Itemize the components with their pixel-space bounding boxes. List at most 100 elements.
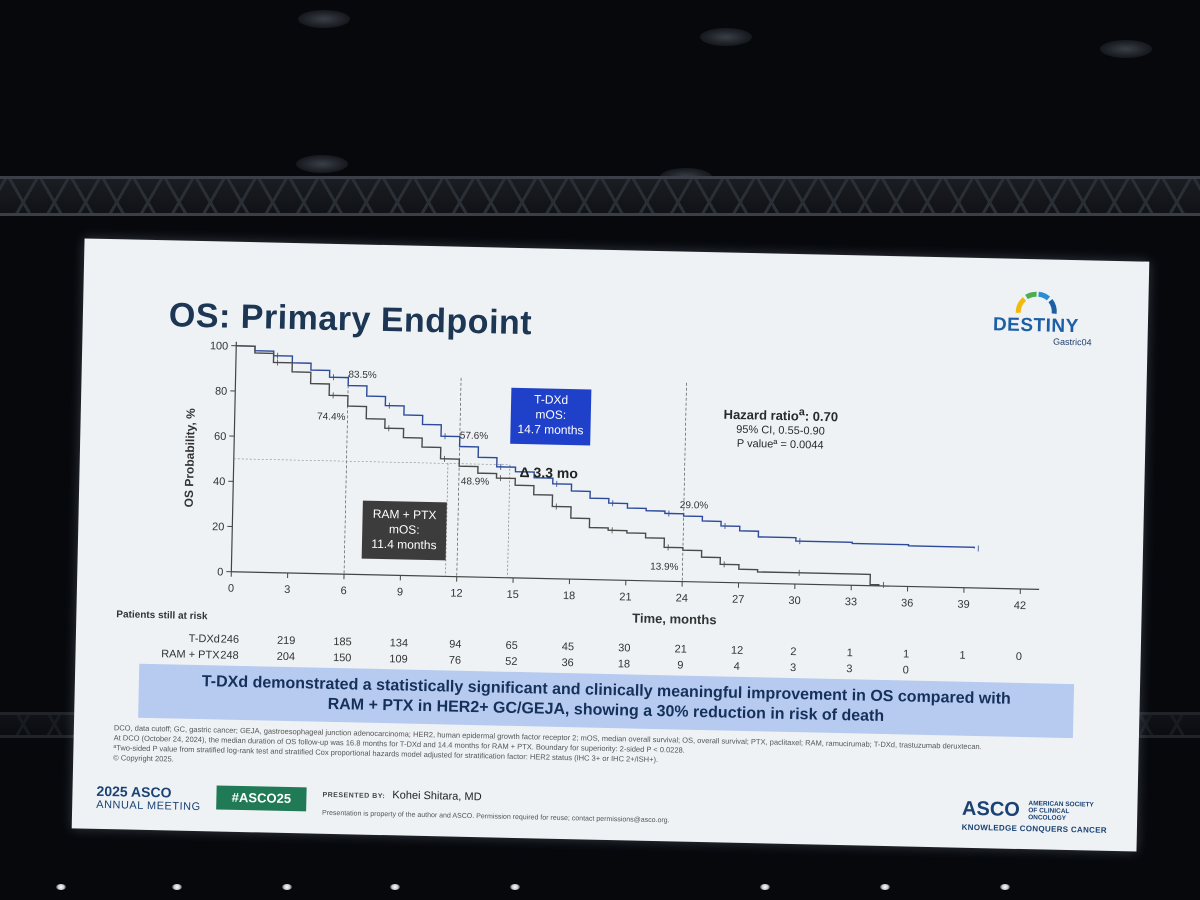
risk-cell: 52: [505, 655, 518, 668]
destiny-arc-icon: [1015, 291, 1057, 314]
ram-callout-name: RAM + PTX: [372, 506, 437, 523]
ceiling-light: [1100, 40, 1152, 58]
risk-cell: 30: [618, 642, 631, 655]
x-tick-label: 39: [957, 599, 970, 611]
chart-labels: 83.5% 74.4% 57.6% 48.9% 29.0% 13.9%: [317, 370, 709, 574]
y-tick-label: 60: [214, 431, 227, 443]
risk-cell: 36: [561, 656, 574, 670]
x-tick-label: 9: [397, 586, 403, 598]
survival-rate-label: 13.9%: [650, 561, 679, 573]
risk-cell: 0: [902, 664, 909, 677]
chart-guides: [233, 375, 687, 582]
risk-cell: 2: [790, 645, 797, 659]
ram-callout-value: 11.4 months: [371, 536, 437, 553]
landmark-guide: [456, 377, 462, 577]
survival-rate-label: 57.6%: [460, 431, 489, 443]
risk-cell: 21: [674, 643, 687, 656]
property-note: Presentation is property of the author a…: [322, 809, 670, 825]
tdxd-callout-label: mOS:: [535, 407, 567, 422]
stage-light: [510, 884, 520, 890]
presenter-line: PRESENTED BY: Kohei Shitara, MD: [322, 788, 481, 803]
x-tick-label: 15: [506, 589, 519, 601]
risk-row-label: RAM + PTX: [161, 648, 220, 662]
x-tick-label: 30: [788, 595, 801, 607]
x-tick-label: 24: [676, 592, 689, 604]
risk-table-title: Patients still at risk: [116, 609, 208, 623]
risk-cell: 12: [730, 644, 744, 657]
hazard-ratio-block: Hazard ratioa: 0.70 95% CI, 0.55-0.90 P …: [700, 404, 861, 453]
risk-cell: 109: [389, 653, 408, 666]
stage-light: [760, 884, 770, 890]
risk-cell: 150: [332, 651, 352, 665]
asco-meeting-logo: 2025 ASCO ANNUAL MEETING: [96, 783, 201, 813]
x-axis-line: [231, 571, 1040, 590]
chart-curves: [236, 345, 979, 588]
ceiling-light: [700, 28, 752, 46]
x-tick-label: 27: [732, 594, 745, 606]
survival-rate-label: 74.4%: [317, 411, 346, 423]
asco-tagline: KNOWLEDGE CONQUERS CANCER: [961, 822, 1107, 835]
km-curve-t-dxd: [236, 345, 975, 549]
risk-cell: 76: [448, 654, 462, 667]
stage-light: [172, 884, 182, 890]
risk-cell: 1: [902, 648, 910, 661]
y-tick-label: 80: [215, 386, 228, 398]
x-tick-label: 18: [563, 590, 576, 602]
y-axis-line: [230, 341, 237, 572]
x-tick-label: 0: [228, 583, 234, 595]
stage-light: [56, 884, 66, 890]
confidence-interval: 95% CI, 0.55-0.90: [736, 424, 825, 438]
survival-rate-label: 48.9%: [461, 476, 490, 488]
landmark-guide: [343, 375, 349, 575]
risk-cell: 3: [846, 663, 853, 676]
destiny-wordmark: DESTINY: [992, 314, 1080, 338]
hazard-ratio-value: : 0.70: [804, 408, 839, 425]
survival-rate-label: 29.0%: [680, 500, 709, 512]
presented-by-label: PRESENTED BY:: [322, 791, 386, 801]
meeting-subtitle: ANNUAL MEETING: [96, 798, 201, 814]
y-tick-label: 20: [212, 521, 225, 533]
risk-cell: 3: [789, 661, 797, 675]
asco-brand-logo: ASCO AMERICAN SOCIETY OF CLINICAL ONCOLO…: [962, 798, 1108, 835]
stage-light: [390, 884, 400, 890]
risk-cell: 45: [561, 640, 575, 654]
median-guide: [507, 464, 511, 578]
x-tick-label: 33: [845, 596, 858, 608]
tdxd-callout-name: T-DXd: [533, 392, 569, 408]
hazard-ratio-line: Hazard ratioa: 0.70: [701, 404, 861, 425]
median-level-guide: [233, 458, 510, 466]
destiny-subtitle: Gastric04: [1052, 336, 1092, 348]
ceiling-light: [298, 10, 350, 28]
risk-cell: 1: [959, 649, 966, 662]
asco-brand-full-name: AMERICAN SOCIETY OF CLINICAL ONCOLOGY: [1028, 800, 1094, 823]
x-tick-label: 6: [340, 585, 346, 597]
risk-cell: 0: [1015, 650, 1023, 664]
ceiling-light: [296, 155, 348, 173]
y-tick-label: 0: [217, 566, 223, 578]
destiny-logo: DESTINY Gastric04: [975, 288, 1096, 351]
risk-cell: 246: [220, 633, 240, 646]
stage-light: [1000, 884, 1010, 890]
x-tick-label: 36: [901, 597, 914, 609]
risk-cell: 185: [333, 635, 352, 649]
risk-cell: 1: [846, 647, 853, 660]
risk-cell: 219: [276, 634, 296, 648]
risk-cell: 134: [389, 637, 409, 650]
risk-cell: 18: [617, 658, 631, 671]
presentation-slide: OS: Primary Endpoint DESTINY Gastric04 0…: [71, 238, 1150, 852]
ram-median-callout: RAM + PTX mOS: 11.4 months: [361, 500, 447, 561]
hazard-ratio-label: Hazard ratio: [723, 406, 799, 424]
risk-cell: 248: [220, 649, 239, 662]
asco-brand-name: ASCO: [961, 797, 1021, 821]
risk-cell: 94: [449, 638, 462, 651]
stage-light: [880, 884, 890, 890]
lighting-truss: [0, 176, 1200, 216]
survival-rate-label: 83.5%: [348, 370, 377, 382]
y-tick-label: 100: [210, 340, 229, 352]
stage-light: [282, 884, 292, 890]
median-guide: [445, 463, 449, 577]
risk-cell: 9: [677, 659, 684, 672]
km-curve-ram-ptx: [236, 345, 880, 586]
